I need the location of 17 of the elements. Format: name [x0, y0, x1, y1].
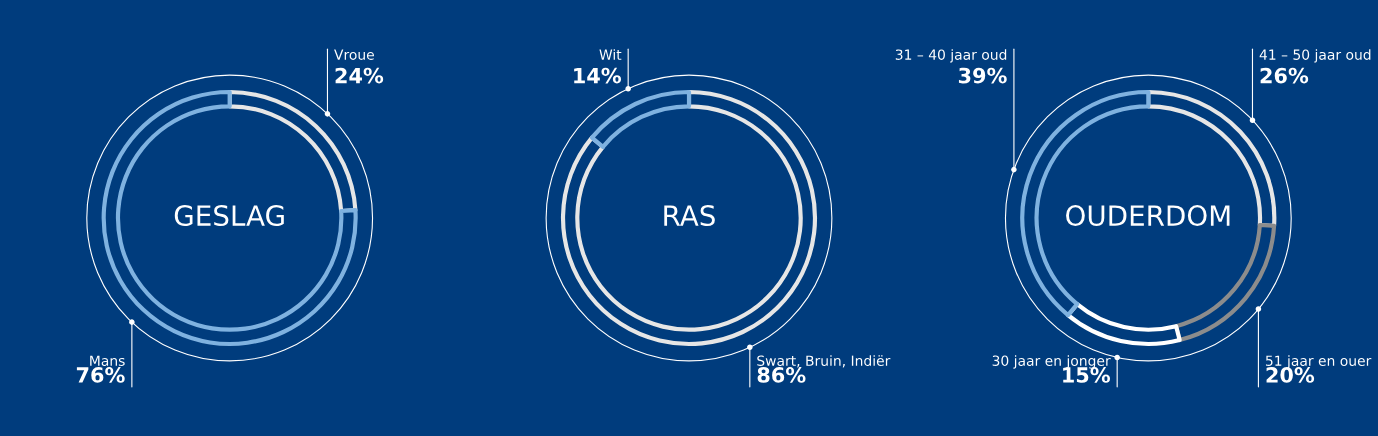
data-label: 20% — [1266, 367, 1315, 383]
data-label: 86% — [757, 367, 806, 383]
data-label: 24% — [335, 67, 384, 84]
slice-label: 41 – 50 jaar oud — [1259, 49, 1371, 63]
slice-label: Wit — [599, 49, 622, 60]
slice-label: Swart, Bruin, Indiër — [757, 355, 891, 368]
data-label: 26% — [1260, 67, 1309, 84]
slice-label: 31 – 40 jaar oud — [895, 49, 1007, 63]
text: OUDERDOM — [1066, 205, 1230, 227]
text: RAS — [664, 205, 715, 227]
data-label: 76% — [76, 367, 125, 383]
slice-label: Vroue — [334, 49, 374, 60]
data-label: 14% — [574, 67, 622, 84]
text: GESLAG — [174, 205, 284, 227]
data-label: 15% — [1063, 367, 1111, 383]
data-label: 39% — [958, 67, 1007, 84]
slice-label: Mans — [90, 355, 125, 366]
